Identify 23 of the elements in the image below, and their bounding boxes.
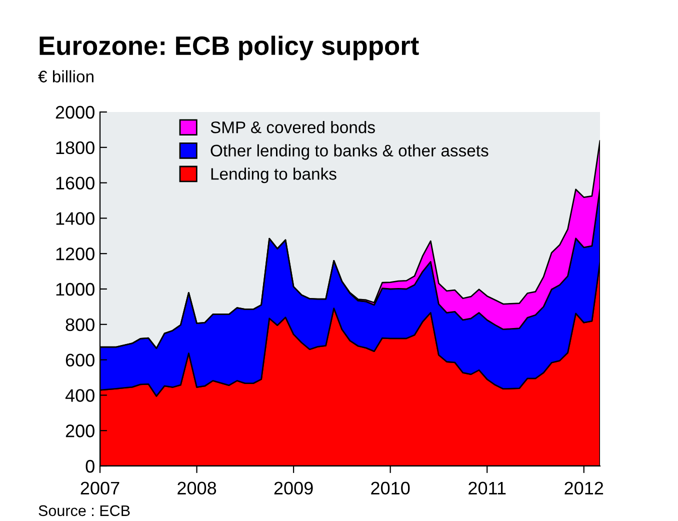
y-tick-label: 1000 (56, 282, 94, 296)
x-tick-label: 2010 (371, 482, 410, 495)
legend-label: SMP & covered bonds (210, 121, 375, 134)
y-tick-label: 2000 (56, 106, 94, 119)
y-tick-label: 0 (86, 460, 94, 473)
x-tick-label: 2007 (80, 482, 120, 495)
x-tick-label: 2011 (468, 482, 506, 495)
y-tick-label: 600 (66, 354, 94, 367)
y-tick-label: 400 (65, 389, 94, 402)
x-tick-label: 2009 (274, 482, 313, 495)
y-tick-label: 1800 (56, 141, 94, 154)
y-tick-label: 1200 (56, 248, 94, 260)
legend-label: Lending to banks (211, 168, 336, 184)
chart-title: Eurozone: ECB policy support (40, 36, 419, 60)
y-tick-label: 1600 (56, 176, 94, 190)
y-axis-title: € billion (38, 70, 94, 82)
x-tick-label: 2008 (178, 482, 216, 495)
y-tick-label: 200 (66, 424, 94, 438)
y-tick-label: 1400 (56, 212, 94, 225)
source-note: Source : ECB (38, 505, 130, 516)
legend-label: Other lending to banks & other assets (210, 144, 488, 160)
y-tick-label: 800 (66, 318, 94, 332)
x-tick-label: 2012 (564, 482, 604, 495)
